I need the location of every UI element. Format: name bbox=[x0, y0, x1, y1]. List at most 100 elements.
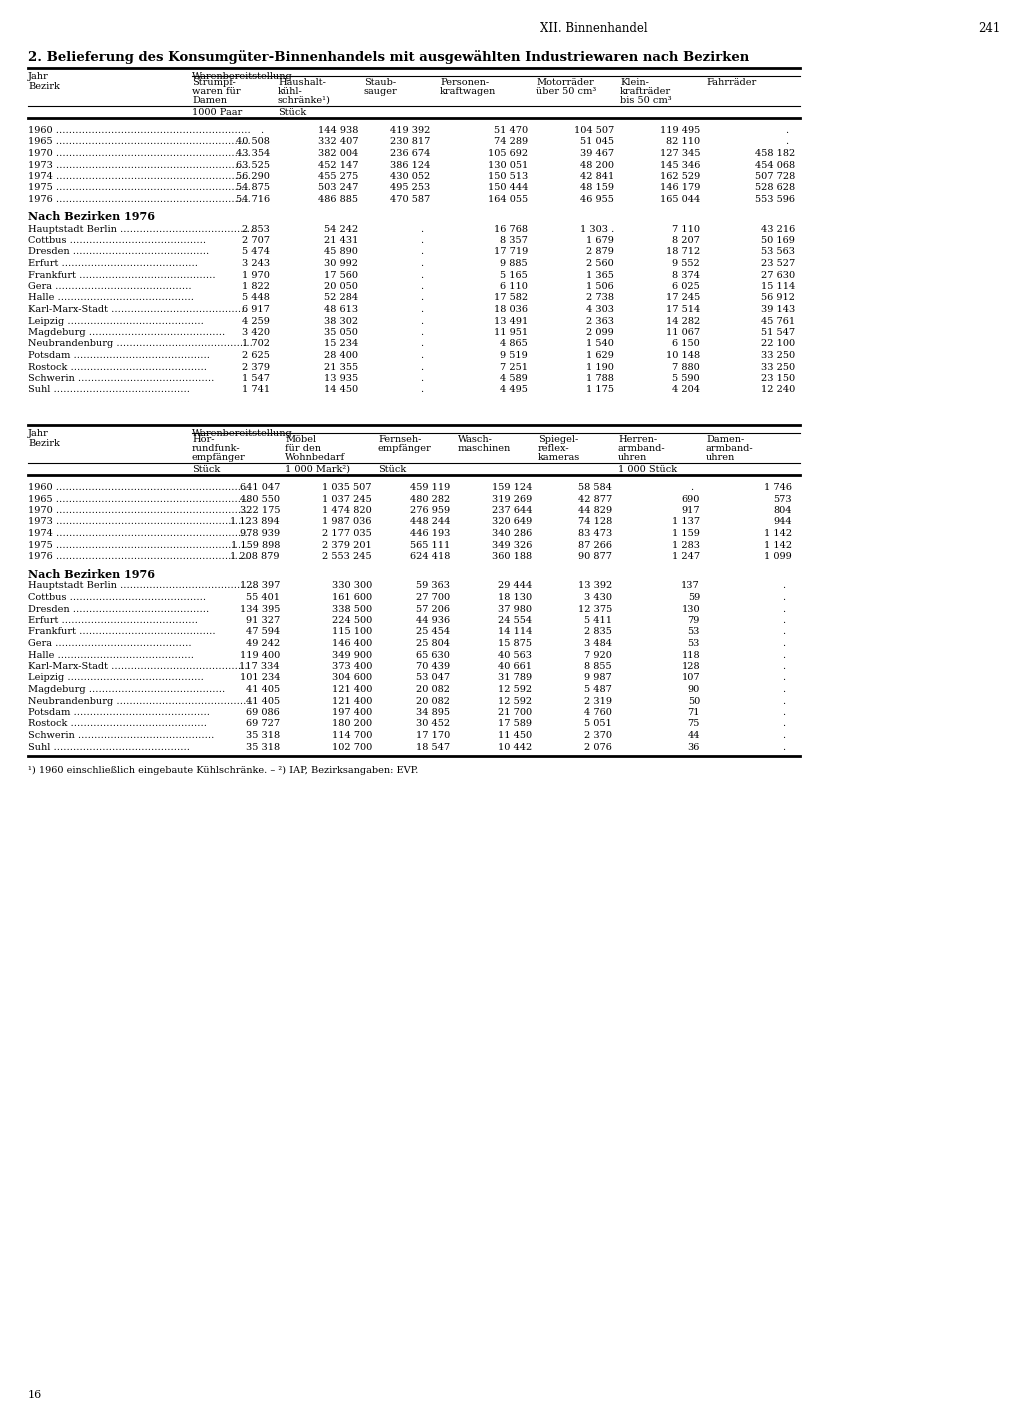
Text: 65 630: 65 630 bbox=[416, 651, 450, 659]
Text: 4 865: 4 865 bbox=[501, 339, 528, 349]
Text: uhren: uhren bbox=[618, 453, 647, 463]
Text: armband-: armband- bbox=[618, 444, 666, 453]
Text: 503 247: 503 247 bbox=[317, 184, 358, 193]
Text: 15 875: 15 875 bbox=[498, 638, 532, 648]
Text: 53 563: 53 563 bbox=[761, 247, 795, 256]
Text: Cottbus ……………………………………: Cottbus …………………………………… bbox=[28, 236, 206, 245]
Text: 54 716: 54 716 bbox=[236, 195, 270, 204]
Text: Personen-: Personen- bbox=[440, 77, 489, 87]
Text: .: . bbox=[421, 363, 424, 371]
Text: Frankfurt ……………………………………: Frankfurt …………………………………… bbox=[28, 270, 216, 280]
Text: 9 552: 9 552 bbox=[672, 259, 700, 269]
Text: 5 590: 5 590 bbox=[673, 374, 700, 382]
Text: 319 269: 319 269 bbox=[492, 495, 532, 503]
Text: 28 400: 28 400 bbox=[324, 352, 358, 360]
Text: 118: 118 bbox=[681, 651, 700, 659]
Text: 17 589: 17 589 bbox=[498, 720, 532, 728]
Text: 7 110: 7 110 bbox=[672, 225, 700, 233]
Text: 1970 ……………………………………………………: 1970 …………………………………………………… bbox=[28, 506, 251, 515]
Text: 2 177 035: 2 177 035 bbox=[323, 529, 372, 538]
Text: 446 193: 446 193 bbox=[410, 529, 450, 538]
Text: 2 379 201: 2 379 201 bbox=[323, 540, 372, 550]
Text: 17 514: 17 514 bbox=[666, 305, 700, 314]
Text: 115 100: 115 100 bbox=[332, 627, 372, 637]
Text: 330 300: 330 300 bbox=[332, 582, 372, 591]
Text: .: . bbox=[785, 127, 788, 135]
Text: 458 182: 458 182 bbox=[755, 149, 795, 157]
Text: Jahr: Jahr bbox=[28, 72, 49, 82]
Text: Halle ……………………………………: Halle …………………………………… bbox=[28, 651, 194, 659]
Text: 322 175: 322 175 bbox=[240, 506, 280, 515]
Text: 2 099: 2 099 bbox=[587, 328, 614, 337]
Text: .: . bbox=[782, 720, 785, 728]
Text: 1974 ……………………………………………………: 1974 …………………………………………………… bbox=[28, 529, 251, 538]
Text: 56 290: 56 290 bbox=[237, 172, 270, 181]
Text: 50 169: 50 169 bbox=[761, 236, 795, 245]
Text: 144 938: 144 938 bbox=[317, 127, 358, 135]
Text: 117 334: 117 334 bbox=[240, 662, 280, 671]
Text: 13 392: 13 392 bbox=[578, 582, 612, 591]
Text: 1965 ……………………………………………………: 1965 …………………………………………………… bbox=[28, 495, 251, 503]
Text: 45 761: 45 761 bbox=[761, 316, 795, 326]
Text: 50: 50 bbox=[688, 696, 700, 706]
Text: .: . bbox=[782, 638, 785, 648]
Text: 1976 ……………………………………………………: 1976 …………………………………………………… bbox=[28, 195, 251, 204]
Text: .: . bbox=[421, 283, 424, 291]
Text: 7 920: 7 920 bbox=[584, 651, 612, 659]
Text: 59: 59 bbox=[688, 593, 700, 602]
Text: 1 547: 1 547 bbox=[242, 374, 270, 382]
Text: 944: 944 bbox=[773, 517, 792, 526]
Text: 35 318: 35 318 bbox=[246, 742, 280, 751]
Text: 45 890: 45 890 bbox=[325, 247, 358, 256]
Text: 360 188: 360 188 bbox=[492, 553, 532, 561]
Text: 47 594: 47 594 bbox=[246, 627, 280, 637]
Text: 1 000 Mark²): 1 000 Mark²) bbox=[285, 465, 350, 474]
Text: 5 448: 5 448 bbox=[242, 294, 270, 302]
Text: 3 420: 3 420 bbox=[242, 328, 270, 337]
Text: reflex-: reflex- bbox=[538, 444, 569, 453]
Text: 51 470: 51 470 bbox=[494, 127, 528, 135]
Text: Fahrräder: Fahrräder bbox=[706, 77, 757, 87]
Text: 332 407: 332 407 bbox=[317, 138, 358, 146]
Text: .: . bbox=[421, 385, 424, 395]
Text: 114 700: 114 700 bbox=[332, 731, 372, 740]
Text: 2 560: 2 560 bbox=[587, 259, 614, 269]
Text: Karl-Marx-Stadt ……………………………………: Karl-Marx-Stadt …………………………………… bbox=[28, 305, 248, 314]
Text: 38 302: 38 302 bbox=[324, 316, 358, 326]
Text: 1 035 507: 1 035 507 bbox=[323, 484, 372, 492]
Text: .: . bbox=[782, 593, 785, 602]
Text: 10 148: 10 148 bbox=[666, 352, 700, 360]
Text: 54 875: 54 875 bbox=[236, 184, 270, 193]
Text: Damen: Damen bbox=[193, 96, 227, 105]
Text: 57 206: 57 206 bbox=[416, 605, 450, 613]
Text: Klein-: Klein- bbox=[620, 77, 649, 87]
Text: 419 392: 419 392 bbox=[389, 127, 430, 135]
Text: 63 525: 63 525 bbox=[236, 160, 270, 170]
Text: 9 885: 9 885 bbox=[501, 259, 528, 269]
Text: 159 124: 159 124 bbox=[492, 484, 532, 492]
Text: .: . bbox=[421, 247, 424, 256]
Text: .: . bbox=[782, 662, 785, 671]
Text: .: . bbox=[421, 294, 424, 302]
Text: 121 400: 121 400 bbox=[332, 685, 372, 695]
Text: .: . bbox=[421, 339, 424, 349]
Text: 507 728: 507 728 bbox=[755, 172, 795, 181]
Text: .: . bbox=[782, 616, 785, 626]
Text: 1960 ……………………………………………………: 1960 …………………………………………………… bbox=[28, 127, 251, 135]
Text: 5 165: 5 165 bbox=[501, 270, 528, 280]
Text: Warenbereitstellung: Warenbereitstellung bbox=[193, 429, 293, 439]
Text: 4 589: 4 589 bbox=[501, 374, 528, 382]
Text: 197 400: 197 400 bbox=[332, 709, 372, 717]
Text: 12 240: 12 240 bbox=[761, 385, 795, 395]
Text: Suhl ……………………………………: Suhl …………………………………… bbox=[28, 385, 190, 395]
Text: 58 584: 58 584 bbox=[579, 484, 612, 492]
Text: 4 204: 4 204 bbox=[672, 385, 700, 395]
Text: 127 345: 127 345 bbox=[659, 149, 700, 157]
Text: 53: 53 bbox=[688, 638, 700, 648]
Text: 48 200: 48 200 bbox=[580, 160, 614, 170]
Text: 87 266: 87 266 bbox=[578, 540, 612, 550]
Text: 1973 ……………………………………………………: 1973 …………………………………………………… bbox=[28, 517, 251, 526]
Text: 1970 ……………………………………………………: 1970 …………………………………………………… bbox=[28, 149, 251, 157]
Text: 230 817: 230 817 bbox=[389, 138, 430, 146]
Text: 1000 Paar: 1000 Paar bbox=[193, 108, 243, 117]
